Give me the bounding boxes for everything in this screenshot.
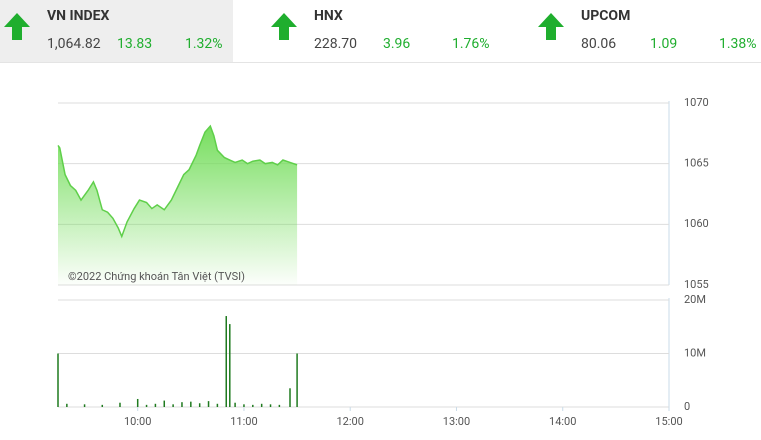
index-panel[interactable]: VN INDEX 1,064.82 13.83 1.32% — [0, 0, 233, 62]
y-tick-label: 1060 — [684, 217, 709, 230]
index-value: 1,064.82 — [47, 36, 101, 52]
volume-bar — [66, 403, 68, 407]
index-panel[interactable]: UPCOM 80.06 1.09 1.38% — [534, 0, 761, 62]
index-change: 13.83 — [117, 36, 153, 52]
index-name: VN INDEX — [47, 8, 110, 24]
volume-bar — [260, 403, 263, 407]
index-value: 80.06 — [581, 36, 617, 52]
index-name: HNX — [314, 8, 343, 24]
volume-bar — [57, 353, 59, 407]
y-tick-label: 1065 — [684, 157, 709, 170]
y-tick-label: 0 — [684, 400, 690, 413]
y-tick-label: 1055 — [684, 278, 709, 291]
volume-bar — [136, 398, 139, 407]
up-arrow — [271, 13, 297, 40]
watermark: ©2022 Chứng khoán Tân Việt (TVSI) — [68, 270, 245, 283]
volume-bar — [83, 404, 86, 407]
index-percent: 1.76% — [452, 36, 490, 52]
volume-bar — [216, 403, 219, 407]
price-line — [57, 124, 298, 239]
y-tick-label: 1070 — [684, 96, 709, 109]
index-value: 228.70 — [314, 36, 358, 52]
volume-bar — [278, 404, 281, 407]
index-percent: 1.32% — [185, 36, 223, 52]
volume-bar — [252, 404, 254, 407]
x-tick-label: 15:00 — [655, 415, 682, 428]
volume-bar — [101, 404, 104, 407]
x-tick-label: 11:00 — [230, 415, 257, 428]
index-bar: VN INDEX 1,064.82 13.83 1.32% HNX 228.70… — [0, 0, 761, 63]
volume-bar — [225, 316, 227, 407]
x-tick-label: 13:00 — [443, 415, 470, 428]
volume-bar — [119, 402, 121, 407]
volume-bar — [229, 324, 231, 407]
volume-bar — [181, 402, 183, 407]
volume-bar — [190, 401, 192, 407]
index-name: UPCOM — [581, 8, 631, 24]
volume-bar — [145, 404, 148, 407]
x-tick-label: 10:00 — [124, 415, 151, 428]
index-panel[interactable]: HNX 228.70 3.96 1.76% — [267, 0, 500, 62]
x-tick-label: 14:00 — [549, 415, 576, 428]
y-tick-label: 10M — [684, 346, 706, 359]
volume-bar — [243, 404, 245, 407]
up-arrow — [4, 13, 30, 40]
volume-bar — [207, 401, 210, 407]
volume-bar — [198, 403, 201, 407]
volume-bar — [269, 404, 272, 407]
x-tick-label: 12:00 — [337, 415, 364, 428]
index-change: 1.09 — [650, 36, 678, 52]
volume-bar — [296, 353, 298, 407]
volume-bar — [172, 404, 174, 407]
up-arrow — [538, 13, 564, 40]
index-change: 3.96 — [383, 36, 411, 52]
volume-bar — [289, 388, 291, 407]
index-percent: 1.38% — [719, 36, 757, 52]
volume-bar — [163, 400, 166, 407]
volume-bar — [234, 402, 236, 407]
y-tick-label: 20M — [684, 293, 706, 306]
area-fill — [58, 126, 298, 285]
volume-bar — [154, 403, 157, 407]
